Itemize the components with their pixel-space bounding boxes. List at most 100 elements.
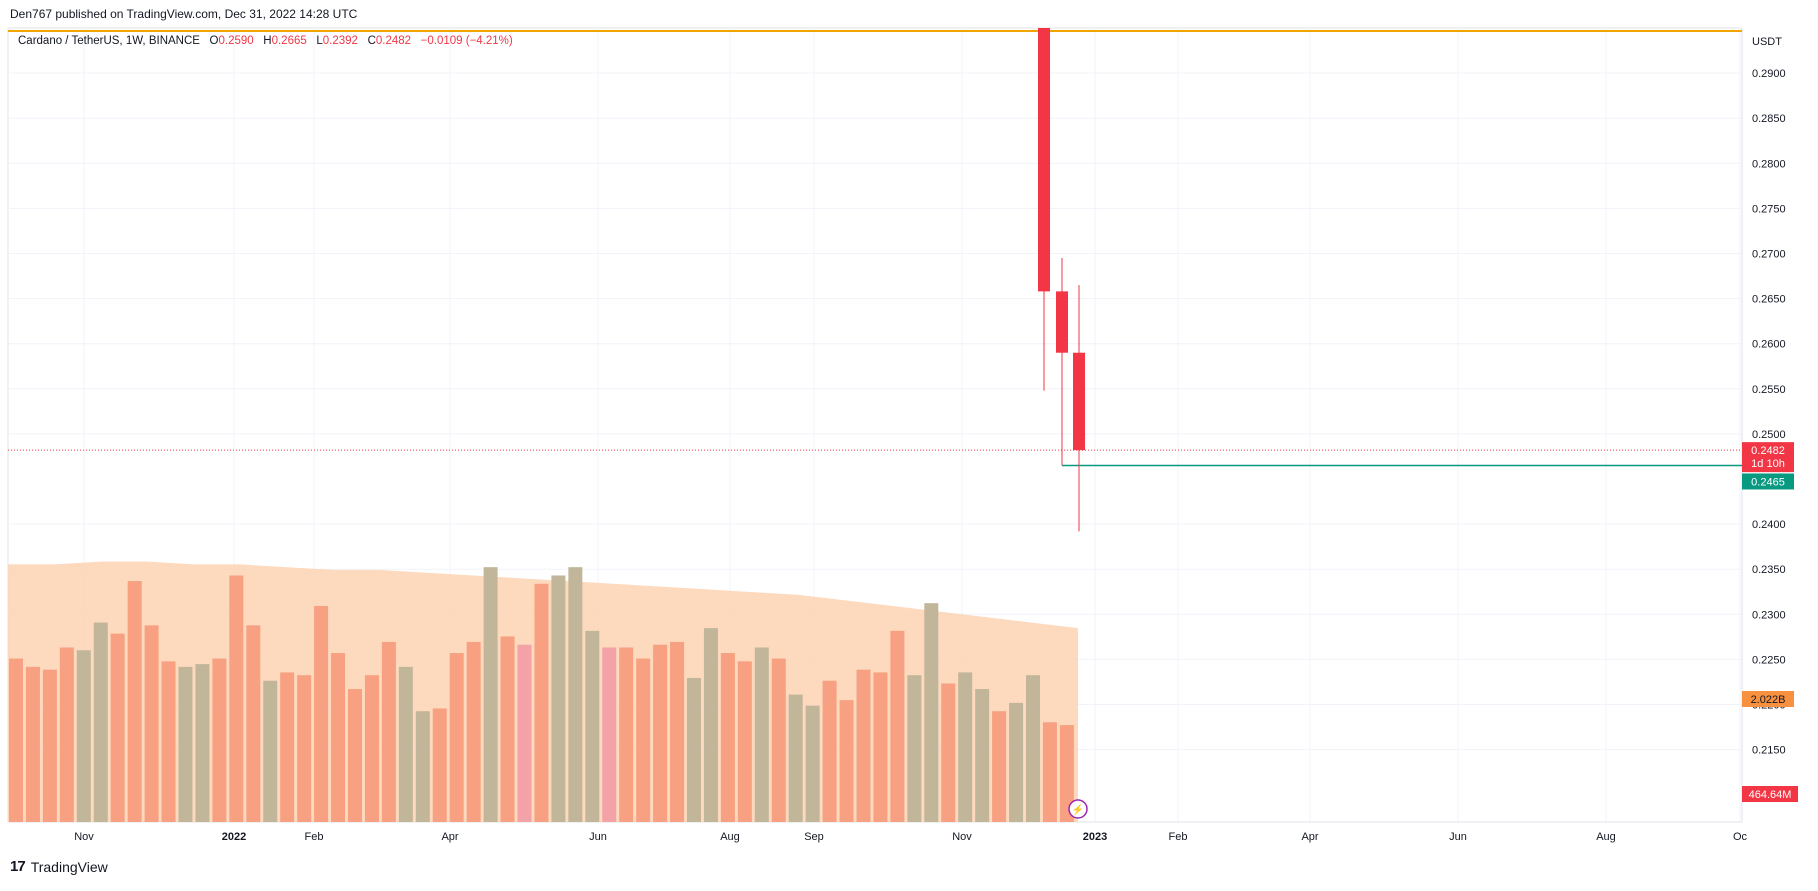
volume-bar[interactable] [856, 669, 871, 822]
dividend-event-icon[interactable] [1068, 799, 1088, 819]
volume-bar[interactable] [381, 641, 396, 822]
price-tick-label: 0.2300 [1752, 609, 1786, 621]
volume-bar[interactable] [585, 630, 600, 822]
volume-bar[interactable] [178, 666, 193, 822]
volume-bar[interactable] [822, 680, 837, 822]
time-tick-label: Sep [804, 831, 824, 843]
volume-bar[interactable] [805, 705, 820, 822]
volume-bar[interactable] [754, 647, 769, 822]
volume-label: 464.64M [1749, 789, 1792, 801]
time-tick-label: Feb [305, 831, 324, 843]
symbol-legend: Cardano / TetherUS, 1W, BINANCE O0.2590 … [18, 35, 513, 47]
time-tick-label: Apr [441, 831, 458, 843]
time-tick-label: Jun [589, 831, 607, 843]
volume-bar[interactable] [720, 653, 735, 822]
volume-bar[interactable] [195, 664, 210, 822]
volume-bar[interactable] [364, 675, 379, 822]
time-tick-label: Nov [952, 831, 972, 843]
volume-bar[interactable] [483, 567, 498, 822]
volume-bar[interactable] [229, 575, 244, 822]
volume-bar[interactable] [348, 689, 362, 822]
volume-bar[interactable] [93, 622, 108, 822]
volume-bar[interactable] [941, 683, 956, 823]
volume-bar[interactable] [415, 711, 430, 822]
volume-bar[interactable] [890, 630, 905, 822]
volume-bar[interactable] [449, 653, 464, 822]
close-value: 0.2482 [375, 35, 412, 47]
volume-bar[interactable] [551, 575, 566, 822]
volume-bar[interactable] [670, 641, 685, 822]
volume-bar[interactable] [737, 661, 752, 822]
volume-badge [1742, 786, 1798, 802]
countdown-label: 1d 10h [1751, 458, 1785, 470]
volume-bar[interactable] [314, 605, 329, 822]
time-tick-label: Oc [1733, 831, 1748, 843]
volume-bar[interactable] [958, 672, 973, 822]
candle-body[interactable] [1038, 28, 1050, 292]
volume-bar[interactable] [975, 689, 990, 822]
price-tick-label: 0.2150 [1752, 745, 1786, 757]
volume-bar[interactable] [568, 567, 583, 822]
volume-bar[interactable] [432, 708, 447, 822]
price-tick-label: 0.2350 [1752, 564, 1786, 576]
volume-bar[interactable] [76, 650, 91, 822]
volume-bar[interactable] [127, 581, 142, 822]
volume-bar[interactable] [1042, 722, 1057, 822]
volume-bar[interactable] [9, 658, 23, 822]
volume-bar[interactable] [517, 644, 532, 822]
volume-bar[interactable] [466, 641, 481, 822]
volume-bar[interactable] [636, 658, 651, 822]
price-tick-label: 0.2750 [1752, 203, 1786, 215]
volume-bar[interactable] [263, 680, 278, 822]
low-value: 0.2392 [322, 35, 358, 47]
volume-bar[interactable] [619, 647, 634, 822]
volume-bar[interactable] [602, 647, 617, 822]
footer-brand[interactable]: 17 TradingView [10, 858, 108, 875]
time-tick-label: Nov [74, 831, 94, 843]
price-tick-label: 0.2500 [1752, 429, 1786, 441]
volume-bar[interactable] [1026, 675, 1040, 822]
volume-bar[interactable] [924, 603, 939, 822]
publisher-line: Den767 published on TradingView.com, Dec… [10, 7, 358, 21]
volume-bar[interactable] [42, 669, 57, 822]
open-label: O [209, 35, 219, 47]
time-tick-label: Apr [1301, 831, 1318, 843]
volume-bar[interactable] [771, 658, 786, 822]
candle-body[interactable] [1073, 352, 1085, 451]
volume-bar[interactable] [297, 675, 312, 822]
volume-bar[interactable] [331, 653, 346, 822]
volume-bar[interactable] [500, 636, 515, 822]
volume-bar[interactable] [788, 694, 803, 822]
volume-bar[interactable] [110, 633, 125, 822]
change-value: −0.0109 (−4.21%) [420, 35, 513, 47]
time-tick-label: 2022 [222, 831, 246, 843]
volume-bar[interactable] [687, 677, 701, 822]
volume-ma-label: 2.022B [1751, 694, 1786, 706]
volume-bar[interactable] [246, 625, 261, 822]
volume-bar[interactable] [703, 628, 718, 822]
volume-bar[interactable] [398, 666, 413, 822]
volume-bar[interactable] [280, 672, 295, 822]
price-tick-label: 0.2900 [1752, 68, 1786, 80]
symbol-name: Cardano / TetherUS, 1W, BINANCE [18, 35, 200, 47]
volume-bar[interactable] [25, 666, 40, 822]
volume-bar[interactable] [534, 583, 549, 822]
time-tick-label: Jun [1449, 831, 1467, 843]
volume-bar[interactable] [907, 675, 922, 822]
volume-bar[interactable] [1059, 725, 1074, 822]
volume-bar[interactable] [59, 647, 74, 822]
candle-body[interactable] [1056, 291, 1068, 353]
volume-bar[interactable] [161, 661, 176, 822]
volume-bar[interactable] [144, 625, 159, 822]
volume-bar[interactable] [1009, 702, 1024, 822]
volume-bar[interactable] [992, 711, 1007, 822]
time-tick-label: Aug [1596, 831, 1616, 843]
price-tick-label: 0.2650 [1752, 294, 1786, 306]
volume-bar[interactable] [653, 644, 668, 822]
volume-bar[interactable] [839, 700, 854, 822]
volume-bar[interactable] [873, 672, 888, 822]
support-price-label: 0.2465 [1751, 476, 1785, 488]
volume-bar[interactable] [212, 658, 227, 822]
